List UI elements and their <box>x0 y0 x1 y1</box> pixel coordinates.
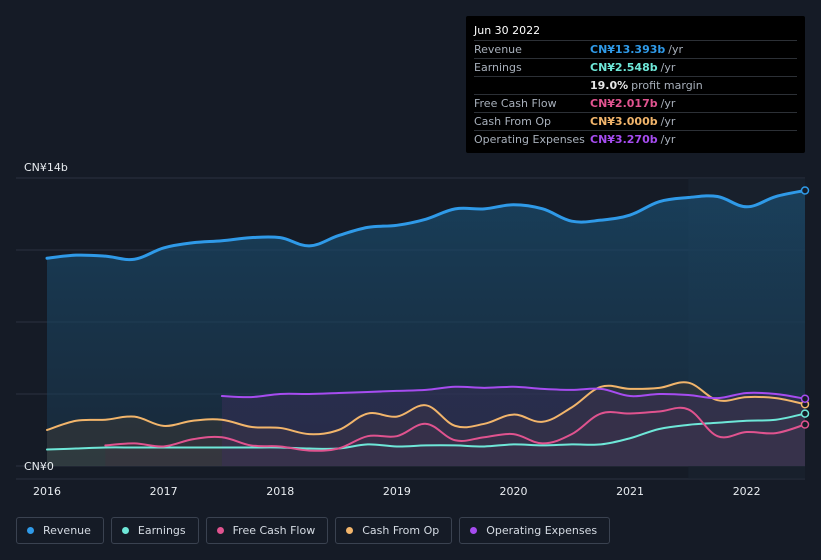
tooltip-row-unit: /yr <box>660 133 676 146</box>
x-tick-label: 2021 <box>616 485 644 498</box>
line-operating-expenses <box>220 385 806 400</box>
area-operating-expenses <box>221 386 805 466</box>
chart-ticks: CN¥14b CN¥0 2016 2017 2018 2019 2020 2021 2022 <box>24 161 761 498</box>
line-revenue <box>45 188 807 262</box>
line-free-cash-flow <box>104 406 806 452</box>
tooltip-row-unit: profit margin <box>631 79 703 92</box>
tooltip-row-value: CN¥3.270b <box>590 133 658 146</box>
x-tick-label: 2017 <box>150 485 178 498</box>
legend-label: Earnings <box>137 524 186 537</box>
chart-legend: Revenue Earnings Free Cash Flow Cash From O… <box>16 517 611 545</box>
legend-item-cash-from-op[interactable]: Cash From Op <box>335 517 453 544</box>
tooltip-row: Cash From Op CN¥3.000b/yr <box>474 112 797 130</box>
x-tick-label: 2018 <box>266 485 294 498</box>
tooltip-row-label: Earnings <box>474 61 522 74</box>
tooltip-row-value: CN¥13.393b <box>590 43 666 56</box>
legend-dot-icon <box>216 527 224 534</box>
legend-label: Free Cash Flow <box>232 524 316 537</box>
tooltip-row: Revenue CN¥13.393b/yr <box>474 40 797 58</box>
tooltip-row-unit: /yr <box>660 61 676 74</box>
tooltip-row-value: CN¥3.000b <box>590 115 658 128</box>
tooltip-row-unit: /yr <box>668 43 684 56</box>
tooltip-row-label: Revenue <box>474 43 522 56</box>
legend-item-operating-expenses[interactable]: Operating Expenses <box>459 517 611 544</box>
legend-dot-icon <box>121 527 129 534</box>
legend-item-earnings[interactable]: Earnings <box>110 517 199 544</box>
tooltip-row-value: 19.0% <box>590 79 629 92</box>
legend-item-revenue[interactable]: Revenue <box>16 517 104 544</box>
tooltip-row-unit: /yr <box>660 115 676 128</box>
legend-dot-icon <box>346 527 354 534</box>
y-tick-label: CN¥14b <box>24 161 68 174</box>
endpoint-revenue <box>800 186 810 195</box>
tooltip-date: Jun 30 2022 <box>474 24 541 37</box>
data-tooltip: Jun 30 2022 Revenue CN¥13.393b/yr Earnings… <box>466 16 805 153</box>
legend-dot-icon <box>27 527 34 534</box>
tooltip-row-label: Cash From Op <box>474 115 552 128</box>
chart-lines <box>45 188 807 452</box>
y-tick-label: CN¥0 <box>24 460 54 473</box>
line-cash-from-op <box>46 381 806 436</box>
x-tick-label: 2016 <box>33 485 61 498</box>
endpoint-operating-expenses <box>800 394 810 403</box>
tooltip-row-label <box>474 77 590 94</box>
legend-label: Cash From Op <box>362 524 440 537</box>
tooltip-row-value: CN¥2.017b <box>590 97 658 110</box>
tooltip-row-value: CN¥2.548b <box>590 61 658 74</box>
endpoint-free-cash-flow <box>800 420 810 429</box>
tooltip-row-label: Free Cash Flow <box>474 97 557 110</box>
line-earnings <box>46 412 806 451</box>
tooltip-row: Free Cash Flow CN¥2.017b/yr <box>474 94 797 112</box>
legend-item-free-cash-flow[interactable]: Free Cash Flow <box>205 517 329 544</box>
x-tick-label: 2019 <box>383 485 411 498</box>
legend-dot-icon <box>470 527 478 534</box>
tooltip-row-label: Operating Expenses <box>474 133 585 146</box>
legend-label: Revenue <box>43 524 91 537</box>
tooltip-row: Earnings CN¥2.548b/yr <box>474 58 797 76</box>
chart-endpoints <box>800 186 810 429</box>
tooltip-row: 19.0% profit margin <box>474 76 797 94</box>
legend-label: Operating Expenses <box>486 524 598 537</box>
x-tick-label: 2020 <box>499 485 527 498</box>
tooltip-row: Operating Expenses CN¥3.270b/yr <box>474 130 797 148</box>
x-tick-label: 2022 <box>733 485 761 498</box>
endpoint-earnings <box>800 409 810 418</box>
tooltip-row-unit: /yr <box>660 97 676 110</box>
